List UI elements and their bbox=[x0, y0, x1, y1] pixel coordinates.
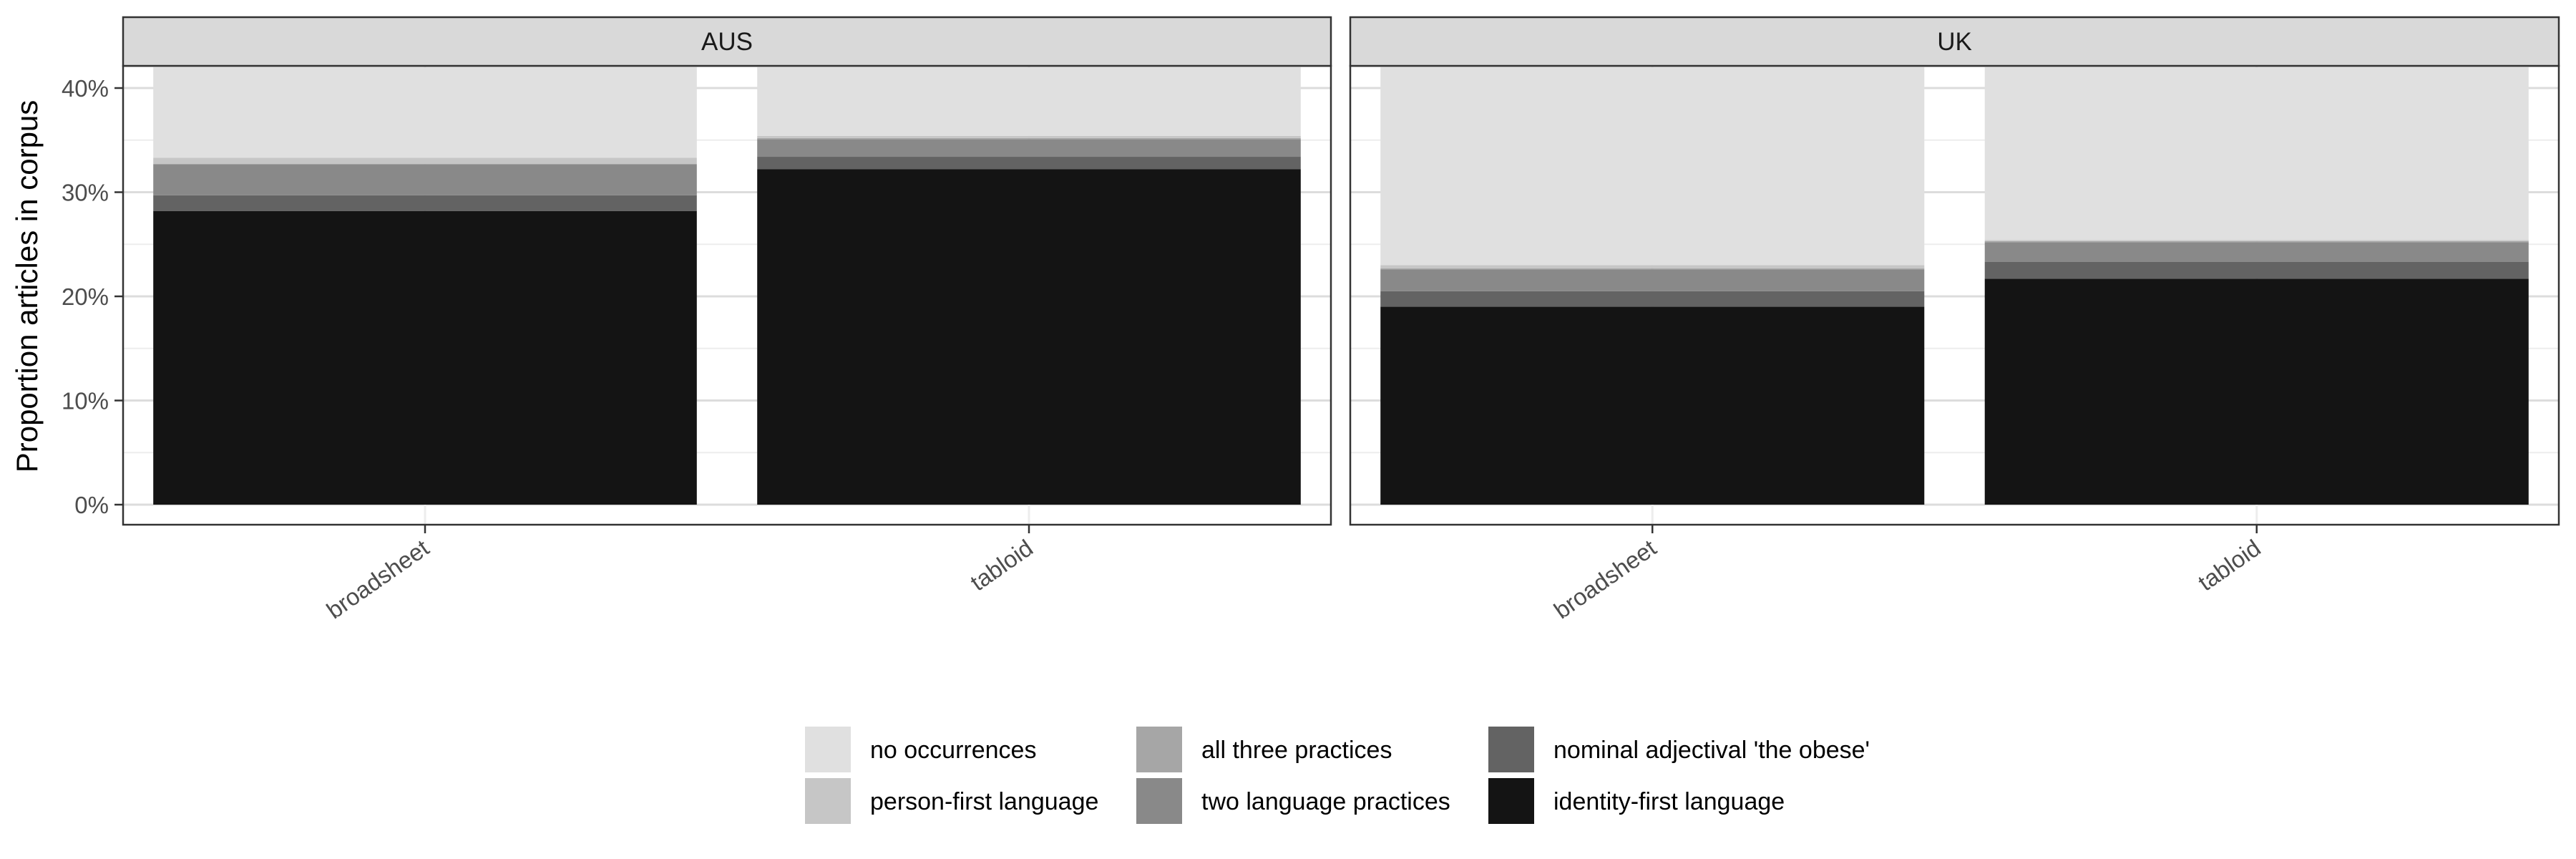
legend-key bbox=[805, 778, 851, 824]
x-tick-label: tabloid bbox=[965, 534, 1038, 596]
bar-segment-tabloid-no-occurrences bbox=[757, 67, 1301, 136]
y-axis-title: Proportion articles in corpus bbox=[10, 100, 44, 473]
bar-segment-broadsheet-no-occurrences bbox=[1380, 67, 1925, 266]
legend-item: nominal adjectival 'the obese' bbox=[1488, 727, 1870, 772]
bar-segment-tabloid-all-three-practices bbox=[757, 137, 1301, 140]
y-tick-label: 10% bbox=[62, 388, 109, 414]
bar-segment-tabloid-nominal-adjectival-the-obese- bbox=[757, 157, 1301, 170]
legend-item: identity-first language bbox=[1488, 778, 1785, 824]
legend-label: two language practices bbox=[1201, 788, 1450, 815]
legend-key bbox=[1488, 778, 1534, 824]
y-tick-label: 30% bbox=[62, 180, 109, 206]
bar-segment-broadsheet-identity-first-language bbox=[153, 210, 697, 505]
legend-item: two language practices bbox=[1136, 778, 1450, 824]
legend-key bbox=[1136, 778, 1182, 824]
legend-label: all three practices bbox=[1201, 737, 1392, 764]
legend-item: no occurrences bbox=[805, 727, 1036, 772]
facet-strip-label: UK bbox=[1937, 28, 1972, 56]
bar-segment-broadsheet-person-first-language bbox=[1380, 265, 1925, 268]
legend-key bbox=[1136, 727, 1182, 772]
bar-segment-broadsheet-two-language-practices bbox=[1380, 269, 1925, 291]
panels: AUS broadsheet tabloid 0% 10% 20% 30% 40% UK broa… bbox=[62, 16, 2560, 623]
legend-label: person-first language bbox=[870, 788, 1098, 815]
bar-segment-tabloid-identity-first-language bbox=[757, 169, 1301, 505]
legend-key bbox=[805, 727, 851, 772]
y-tick-label: 40% bbox=[62, 75, 109, 102]
bar-segment-tabloid-no-occurrences bbox=[1984, 67, 2529, 241]
facet-strip-label: AUS bbox=[701, 28, 753, 56]
legend-label: nominal adjectival 'the obese' bbox=[1553, 737, 1870, 764]
bar-segment-broadsheet-nominal-adjectival-the-obese- bbox=[1380, 291, 1925, 307]
bar-segment-broadsheet-person-first-language bbox=[153, 157, 697, 165]
x-tick-label: broadsheet bbox=[322, 534, 434, 623]
bar-segment-tabloid-two-language-practices bbox=[1984, 242, 2529, 262]
panel-uk: UK broadsheet tabloid bbox=[1349, 16, 2560, 623]
legend-label: no occurrences bbox=[870, 737, 1036, 764]
legend-item: all three practices bbox=[1136, 727, 1392, 772]
bar-segment-tabloid-person-first-language bbox=[757, 135, 1301, 138]
legend-item: person-first language bbox=[805, 778, 1098, 824]
bar-segment-broadsheet-identity-first-language bbox=[1380, 306, 1925, 505]
bar-segment-tabloid-two-language-practices bbox=[757, 139, 1301, 157]
y-tick-label: 20% bbox=[62, 283, 109, 310]
bar-segment-broadsheet-two-language-practices bbox=[153, 164, 697, 195]
x-tick-label: tabloid bbox=[2193, 534, 2265, 596]
facet-strip bbox=[122, 16, 1332, 67]
bar-segment-broadsheet-no-occurrences bbox=[153, 67, 697, 158]
panel-aus: AUS broadsheet tabloid 0% 10% 20% 30% 40% bbox=[62, 16, 1332, 623]
bar-segment-broadsheet-nominal-adjectival-the-obese- bbox=[153, 195, 697, 211]
bar-segment-tabloid-nominal-adjectival-the-obese- bbox=[1984, 261, 2529, 279]
legend: no occurrences person-first language all t… bbox=[805, 727, 1870, 824]
x-tick-label: broadsheet bbox=[1549, 534, 1661, 623]
bar-segment-tabloid-all-three-practices bbox=[1984, 241, 2529, 243]
facet-strip bbox=[1349, 16, 2560, 67]
y-tick-label: 0% bbox=[74, 492, 109, 518]
legend-label: identity-first language bbox=[1553, 788, 1785, 815]
bar-segment-tabloid-person-first-language bbox=[1984, 240, 2529, 241]
bar-segment-tabloid-identity-first-language bbox=[1984, 278, 2529, 505]
bar-segment-broadsheet-all-three-practices bbox=[1380, 268, 1925, 270]
legend-key bbox=[1488, 727, 1534, 772]
